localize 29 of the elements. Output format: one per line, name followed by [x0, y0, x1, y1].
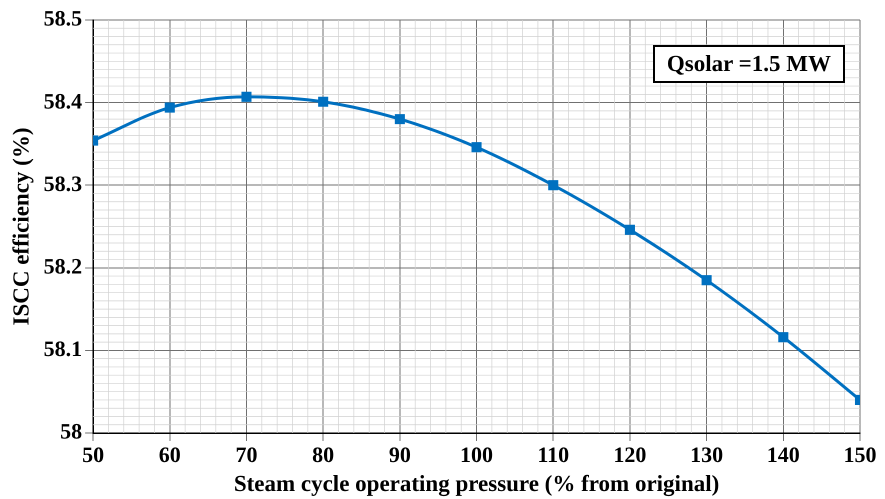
point — [778, 332, 788, 342]
x-axis-title: Steam cycle operating pressure (% from original) — [234, 471, 720, 498]
x-tick-label: 150 — [844, 442, 876, 467]
y-tick-label: 58 — [60, 418, 82, 444]
point — [318, 96, 328, 107]
annotation: Qsolar =1.5 MW — [652, 45, 845, 83]
x-tick-label: 100 — [460, 442, 494, 467]
point — [548, 180, 558, 190]
x-tick-label: 110 — [537, 442, 570, 467]
x-tick-label: 140 — [766, 442, 800, 467]
point — [702, 275, 712, 286]
x-tick-label: 130 — [690, 442, 724, 467]
x-tick-label: 80 — [312, 442, 334, 467]
x-tick-label: 60 — [158, 442, 181, 467]
y-tick-label: 58.4 — [44, 88, 82, 114]
y-tick-label: 58.1 — [44, 336, 82, 362]
point — [164, 102, 175, 113]
x-tick-label: 90 — [388, 442, 411, 467]
y-tick-label: 58.3 — [44, 170, 82, 196]
point — [472, 142, 482, 152]
point — [394, 114, 405, 124]
x-tick-label: 50 — [82, 442, 104, 467]
y-tick-label: 58.5 — [44, 6, 82, 31]
x-tick-label: 70 — [235, 442, 258, 467]
point — [624, 224, 635, 235]
x-tick-label: 120 — [613, 442, 646, 467]
y-tick-label: 58.2 — [44, 253, 82, 278]
y-axis-title: ISCC efficiency (%) — [8, 127, 34, 326]
point — [241, 92, 252, 102]
